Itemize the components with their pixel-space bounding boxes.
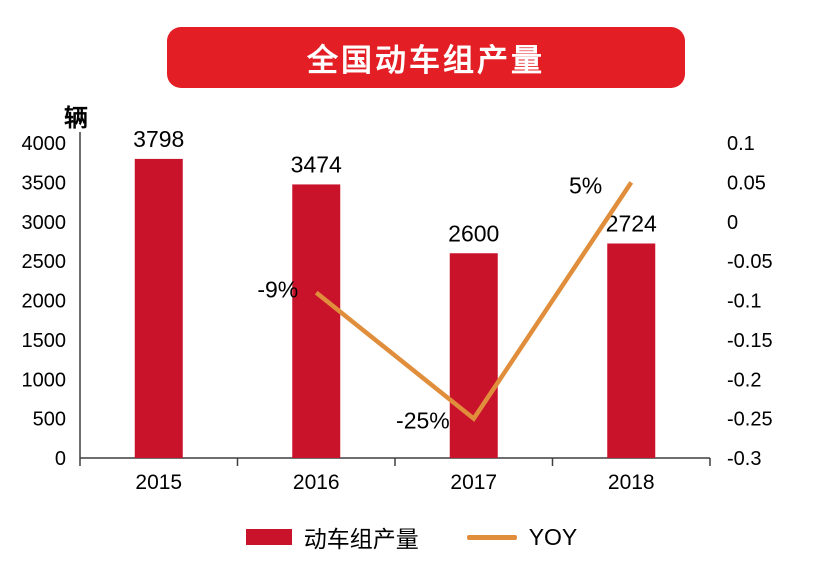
yoy-line — [314, 181, 634, 422]
bar-value-label: 3798 — [133, 126, 184, 152]
right-axis-tick-label: 0.1 — [727, 133, 755, 155]
left-axis-tick-label: 3500 — [22, 172, 67, 194]
x-axis-category-label: 2018 — [608, 471, 655, 494]
left-axis-tick-label: 500 — [33, 409, 66, 431]
line-point-label: -25% — [396, 408, 450, 434]
left-axis-tick-label: 0 — [55, 448, 66, 470]
right-axis-tick-label: -0.15 — [727, 330, 773, 352]
bar-2018 — [607, 243, 656, 458]
legend: 动车组产量 YOY — [0, 520, 823, 554]
bar-value-label: 3474 — [291, 151, 342, 177]
x-axis-category-label: 2015 — [135, 471, 182, 494]
bar-2015 — [134, 158, 183, 458]
y-axis-unit-label: 辆 — [64, 105, 88, 132]
chart-title-banner: 全国动车组产量 — [167, 27, 685, 88]
legend-line-label: YOY — [528, 523, 578, 550]
left-axis-tick-label: 1500 — [22, 330, 67, 352]
right-axis-tick-label: -0.2 — [727, 369, 761, 391]
right-axis-tick-label: -0.05 — [727, 251, 773, 273]
left-axis-tick-label: 2500 — [22, 251, 67, 273]
bar-value-label: 2724 — [606, 210, 657, 236]
right-axis-tick-label: -0.25 — [727, 409, 773, 431]
legend-bar-swatch — [245, 529, 292, 545]
right-axis-tick-label: -0.3 — [727, 448, 761, 470]
right-axis-tick-label: 0 — [727, 212, 738, 234]
x-axis-category-label: 2016 — [293, 471, 340, 494]
chart-title: 全国动车组产量 — [307, 43, 545, 78]
right-axis-tick-label: 0.05 — [727, 172, 766, 194]
left-axis-tick-label: 1000 — [22, 369, 67, 391]
legend-spacer — [431, 537, 455, 538]
legend-bar-label: 动车组产量 — [303, 526, 419, 552]
left-axis-tick-label: 4000 — [22, 133, 67, 155]
bar-value-label: 2600 — [448, 220, 499, 246]
left-axis-tick-label: 2000 — [22, 291, 67, 313]
legend-line-swatch — [466, 534, 517, 540]
bar-2016 — [292, 184, 341, 459]
right-axis-tick-label: -0.1 — [727, 291, 761, 313]
bar-2017 — [449, 253, 498, 458]
line-point-label: 5% — [569, 172, 602, 198]
x-axis-category-label: 2017 — [450, 471, 497, 494]
line-point-label: -9% — [257, 277, 298, 303]
left-axis-tick-label: 3000 — [22, 212, 67, 234]
